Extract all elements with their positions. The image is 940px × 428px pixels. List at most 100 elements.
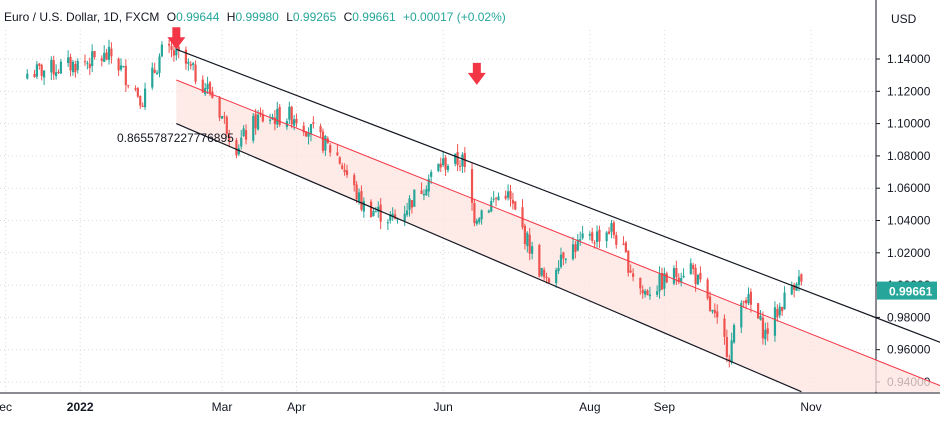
candle-body	[33, 73, 36, 78]
candle-body	[324, 135, 327, 151]
y-tick-label: 1.10000	[887, 117, 931, 131]
candle-body	[732, 325, 736, 343]
candle-body	[610, 223, 613, 232]
candle-body	[67, 57, 70, 64]
candle-body	[646, 290, 649, 296]
x-tick-label: Jun	[433, 400, 452, 414]
candle-body	[305, 131, 308, 137]
candle-body	[797, 276, 801, 285]
candle-body	[117, 58, 120, 71]
candle-body	[160, 44, 163, 57]
candle-body	[708, 296, 712, 311]
candle-body	[540, 267, 543, 276]
candle-body	[627, 250, 630, 273]
candle-body	[155, 72, 159, 75]
channel-fill	[176, 79, 940, 392]
candle-body	[607, 231, 611, 234]
candle-body	[52, 60, 55, 75]
candle-body	[406, 210, 409, 215]
candle-body	[591, 232, 594, 241]
candle-body	[290, 106, 293, 125]
candle-body	[543, 269, 546, 278]
candle-body	[107, 46, 111, 60]
candle-body	[76, 60, 79, 71]
candle-body	[93, 51, 96, 58]
candle-body	[50, 59, 53, 73]
down-arrow-marker	[467, 62, 486, 85]
candle-body	[240, 137, 243, 147]
candle-body	[252, 115, 255, 141]
candle-body	[55, 72, 58, 77]
candle-body	[509, 190, 512, 200]
candle-body	[444, 157, 447, 170]
candle-body	[562, 252, 565, 259]
candle-body	[278, 106, 281, 125]
candle-body	[139, 96, 142, 106]
legend-low-value: 0.99265	[292, 10, 337, 24]
candle-body	[422, 194, 426, 196]
candle-body	[639, 277, 642, 289]
candle-body	[194, 64, 197, 82]
candle-body	[261, 114, 264, 122]
legend-change-value: +0.00017 (+0.02%)	[403, 10, 506, 24]
candle-body	[605, 232, 608, 242]
candle-body	[362, 201, 365, 212]
last-price-badge	[877, 281, 937, 300]
candle-body	[307, 132, 310, 137]
x-tick-label: 2022	[67, 400, 94, 414]
candle-body	[343, 169, 346, 173]
candle-body	[487, 210, 490, 213]
candle-body	[663, 273, 666, 289]
candle-body	[677, 277, 680, 283]
candle-body	[759, 316, 762, 320]
candle-body	[206, 83, 209, 90]
candle-body	[158, 56, 161, 73]
candle-body	[321, 131, 325, 151]
candle-body	[595, 231, 599, 242]
candle-body	[766, 328, 769, 334]
candle-body	[410, 200, 414, 208]
candle-body	[494, 198, 498, 200]
candle-body	[83, 61, 87, 63]
x-tick-label: ec	[0, 400, 12, 414]
candle-body	[528, 234, 531, 254]
candle-body	[110, 48, 113, 57]
candle-body	[377, 206, 380, 212]
candle-body	[778, 306, 781, 316]
last-price-label: 0.99661	[889, 285, 933, 299]
candle-body	[288, 106, 291, 120]
candle-body	[228, 135, 231, 141]
candle-body	[168, 43, 171, 46]
candle-body	[187, 61, 190, 64]
candle-body	[254, 113, 257, 129]
candle-body	[151, 67, 154, 88]
candle-body	[521, 207, 524, 228]
candle-body	[742, 301, 745, 303]
candle-body	[458, 165, 462, 167]
y-tick-label: 1.02000	[887, 246, 931, 260]
candle-body	[218, 97, 221, 118]
candle-body	[427, 178, 430, 192]
candle-body	[437, 163, 440, 172]
candle-body	[454, 153, 457, 164]
candle-body	[341, 165, 344, 169]
candle-body	[71, 61, 75, 73]
legend-open-label: O	[166, 10, 177, 24]
candle-body	[644, 290, 647, 295]
candle-body	[242, 128, 245, 137]
candle-body	[293, 119, 296, 126]
candle-body	[761, 317, 765, 339]
candle-body	[658, 274, 661, 292]
candle-body	[420, 190, 423, 194]
candle-body	[564, 258, 567, 260]
candle-body	[74, 63, 77, 73]
candle-body	[757, 303, 760, 319]
candle-body	[442, 158, 445, 166]
candle-body	[612, 222, 615, 236]
candle-body	[353, 175, 356, 186]
candle-body	[312, 122, 315, 124]
candle-body	[26, 73, 29, 79]
candle-body	[538, 245, 541, 277]
